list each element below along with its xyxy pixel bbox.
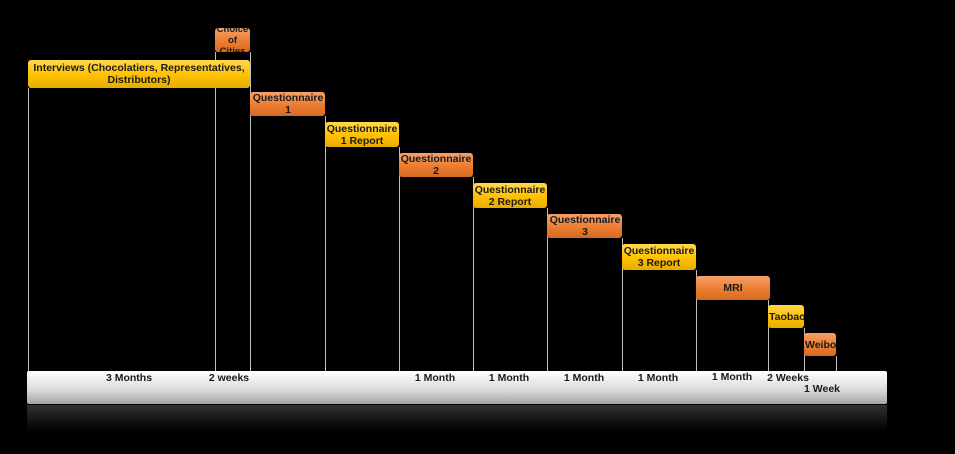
duration-label: 3 Months: [105, 372, 153, 384]
duration-label: 1 Month: [637, 372, 679, 384]
task-mri: MRI: [696, 276, 770, 300]
guide-line: [250, 52, 251, 371]
task-questionnaire-1-report: Questionnaire 1 Report: [325, 122, 399, 147]
duration-label: 1 Month: [563, 372, 605, 384]
guide-line: [215, 52, 216, 371]
timeline-axis: [27, 371, 887, 404]
duration-label: 1 Month: [711, 371, 753, 383]
guide-line: [399, 147, 400, 371]
task-questionnaire-1: Questionnaire 1: [250, 92, 325, 116]
duration-label: 1 Week: [804, 383, 840, 395]
duration-label: 2 weeks: [208, 372, 250, 384]
task-questionnaire-3: Questionnaire 3: [547, 214, 622, 238]
duration-label: 1 Month: [414, 372, 456, 384]
task-weibo: Weibo: [804, 333, 836, 356]
guide-line: [768, 300, 769, 371]
duration-label: 2 Weeks: [767, 372, 809, 384]
guide-line: [473, 177, 474, 371]
guide-line: [622, 238, 623, 371]
duration-label: 1 Month: [488, 372, 530, 384]
task-questionnaire-2: Questionnaire 2: [399, 153, 473, 177]
task-choice-of-cities: Choice of Cities: [215, 28, 250, 52]
task-taobao: Taobao: [768, 305, 804, 328]
axis-reflection: [27, 405, 887, 431]
guide-line: [547, 208, 548, 371]
task-questionnaire-3-report: Questionnaire 3 Report: [622, 244, 696, 270]
guide-line: [696, 270, 697, 371]
task-interviews: Interviews (Chocolatiers, Representative…: [28, 60, 250, 88]
guide-line: [325, 116, 326, 371]
guide-line: [836, 356, 837, 371]
guide-line: [28, 88, 29, 371]
task-questionnaire-2-report: Questionnaire 2 Report: [473, 183, 547, 208]
